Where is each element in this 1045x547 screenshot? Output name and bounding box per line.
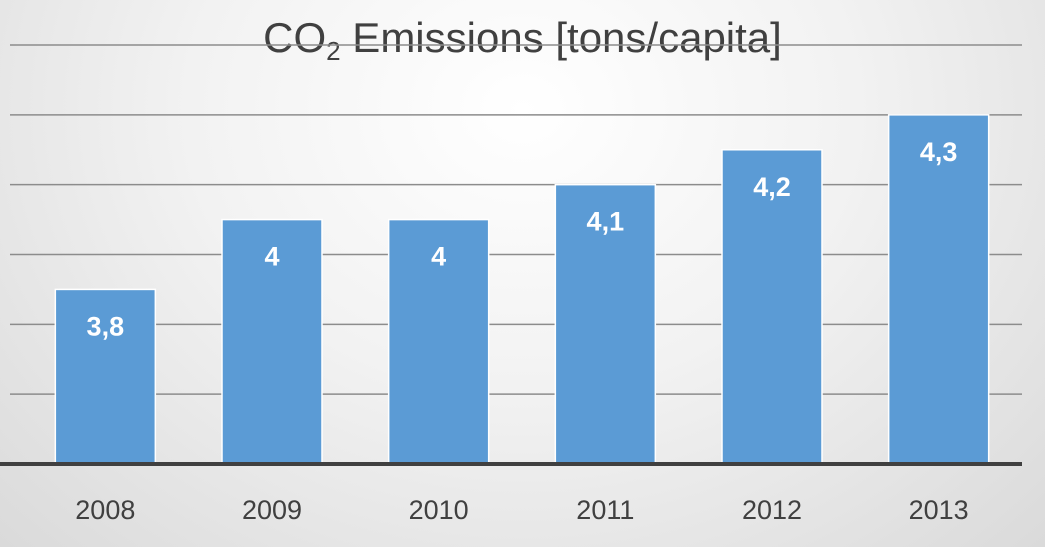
- x-tick-label: 2010: [409, 495, 469, 525]
- bar-2009: [221, 218, 323, 465]
- x-tick-label: 2008: [75, 495, 135, 525]
- chart-title: CO2 Emissions [tons/capita]: [0, 14, 1045, 64]
- x-tick-label: 2012: [742, 495, 802, 525]
- chart-title-suffix: Emissions [tons/capita]: [340, 14, 782, 61]
- bar-2010: [387, 218, 490, 465]
- x-tick-label: 2011: [576, 495, 634, 525]
- data-label: 3,8: [87, 311, 125, 341]
- data-label: 4: [431, 242, 446, 272]
- bar-2013: [887, 114, 990, 465]
- data-label: 4,2: [753, 172, 791, 202]
- data-label: 4,3: [920, 137, 958, 167]
- bar-2008: [54, 288, 157, 465]
- data-label: 4: [264, 242, 279, 272]
- data-label: 4,1: [587, 207, 625, 237]
- bar-2012: [721, 149, 823, 465]
- chart-title-prefix: CO: [263, 14, 327, 61]
- bar-2011: [554, 183, 657, 465]
- x-tick-label: 2009: [242, 495, 302, 525]
- x-tick-label: 2013: [909, 495, 969, 525]
